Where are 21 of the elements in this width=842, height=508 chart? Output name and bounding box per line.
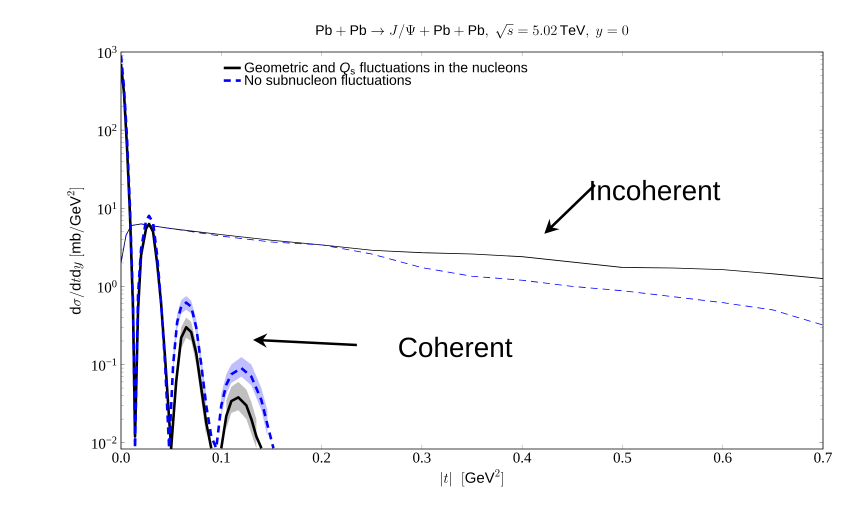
x-tick-label: 0.5	[614, 452, 632, 463]
y-tick-label: 10$^{2}$	[98, 124, 116, 136]
legend-label: No subnucleon fluctuations	[245, 74, 411, 85]
x-tick-label: 0.3	[413, 452, 431, 463]
y-tick-label: 10$^{−1}$	[92, 358, 116, 371]
x-tick-label: 0.4	[513, 452, 532, 463]
x-tick-label: 0.2	[312, 452, 330, 463]
annotation: Coherent	[399, 336, 512, 358]
y-tick-label: 10$^{3}$	[98, 46, 117, 58]
y-axis-title: $\mathrm{d}\sigma/\mathrm{d}t\mathrm{d}y\ [\mathrm{mb}/\mathrm{GeV}^2]$	[66, 188, 84, 314]
x-tick-label: 0.6	[714, 452, 732, 463]
x-axis-title: $|t|\ \ [\mathrm{GeV}^2]$	[441, 469, 503, 486]
x-tick-label: 0.0	[112, 452, 130, 463]
legend-label: Geometric and Q$_{s}$ fluctuations in the nucleons	[244, 62, 528, 75]
annotation: Incoherent	[591, 180, 720, 200]
chart-title: $\mathrm{Pb}+\mathrm{Pb}\rightarrow J/\Psi+\mathrm{Pb}+\mathrm{Pb},\ \sqrt{s}=5.02\,\mathrm{TeV},\ y=0$	[316, 24, 628, 38]
y-tick-label: 10$^{0}$	[98, 280, 117, 293]
x-tick-label: 0.1	[212, 452, 230, 463]
x-tick-label: 0.7	[814, 452, 832, 463]
y-tick-label: 10$^{1}$	[98, 202, 116, 214]
y-tick-label: 10$^{−2}$	[92, 436, 116, 449]
